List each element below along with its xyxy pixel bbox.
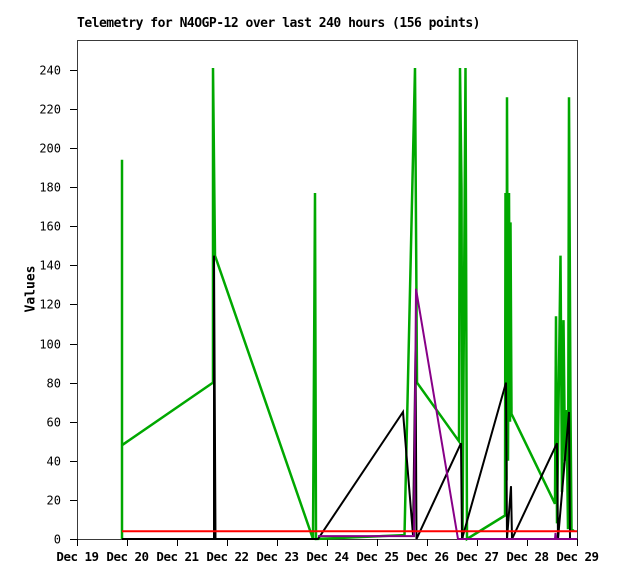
x-tick-label: Dec 25 bbox=[356, 549, 398, 564]
y-tick-label: 20 bbox=[47, 494, 61, 508]
y-tick-label: 120 bbox=[39, 298, 61, 312]
y-tick-label: 160 bbox=[39, 220, 61, 234]
y-tick-label: 80 bbox=[47, 377, 61, 391]
x-tick-label: Dec 23 bbox=[256, 549, 298, 564]
x-tick-label: Dec 20 bbox=[106, 549, 148, 564]
x-tick-label: Dec 26 bbox=[406, 549, 448, 564]
x-tick-label: Dec 21 bbox=[156, 549, 198, 564]
y-tick-label: 100 bbox=[39, 338, 61, 352]
x-tick-label: Dec 22 bbox=[206, 549, 248, 564]
x-tick-label: Dec 24 bbox=[306, 549, 348, 564]
x-tick-label: Dec 27 bbox=[456, 549, 498, 564]
y-tick-label: 200 bbox=[39, 142, 61, 156]
y-tick-label: 0 bbox=[54, 533, 61, 547]
series-channel-green-line bbox=[120, 67, 575, 542]
chart-title: Telemetry for N4OGP-12 over last 240 hou… bbox=[77, 16, 480, 31]
y-tick-label: 240 bbox=[39, 64, 61, 78]
y-tick-label: 220 bbox=[39, 103, 61, 117]
plot-frame bbox=[77, 40, 578, 540]
series-channel-purple-line bbox=[318, 288, 577, 540]
y-tick-label: 180 bbox=[39, 181, 61, 195]
x-tick-label: Dec 29 bbox=[556, 549, 598, 564]
series-channel-black-line bbox=[122, 255, 577, 540]
y-tick-label: 140 bbox=[39, 259, 61, 273]
x-tick-label: Dec 19 bbox=[56, 549, 98, 564]
y-tick-label: 60 bbox=[47, 416, 61, 430]
y-tick-label: 40 bbox=[47, 455, 61, 469]
x-tick-label: Dec 28 bbox=[506, 549, 548, 564]
